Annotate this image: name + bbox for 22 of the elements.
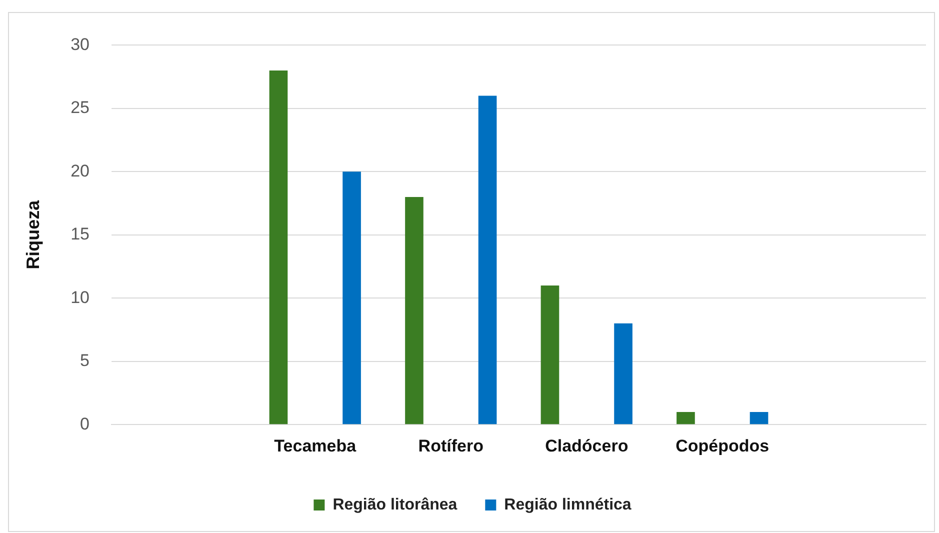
x-tick-label: Tecameba	[274, 436, 357, 456]
y-tick-label: 10	[70, 288, 90, 307]
bar	[676, 412, 695, 424]
bar	[614, 323, 632, 424]
legend-label: Região litorânea	[332, 496, 458, 514]
y-tick-label: 5	[80, 351, 90, 370]
x-tick-label: Copépodos	[676, 436, 770, 456]
bar	[540, 285, 560, 424]
y-axis-title: Riqueza	[22, 199, 43, 270]
y-tick-label: 30	[70, 34, 90, 54]
x-tick-label: Cladócero	[545, 436, 628, 456]
bar	[269, 70, 288, 424]
bar	[478, 96, 497, 424]
bar	[342, 172, 361, 424]
y-tick-label: 20	[70, 161, 90, 180]
bar	[405, 196, 424, 424]
y-tick-label: 15	[70, 224, 90, 244]
x-tick-label: Rotífero	[418, 436, 484, 456]
bar	[750, 412, 768, 424]
y-tick-label: 25	[70, 98, 90, 118]
legend-label: Região limnética	[504, 496, 632, 514]
y-tick-label: 0	[80, 414, 90, 434]
